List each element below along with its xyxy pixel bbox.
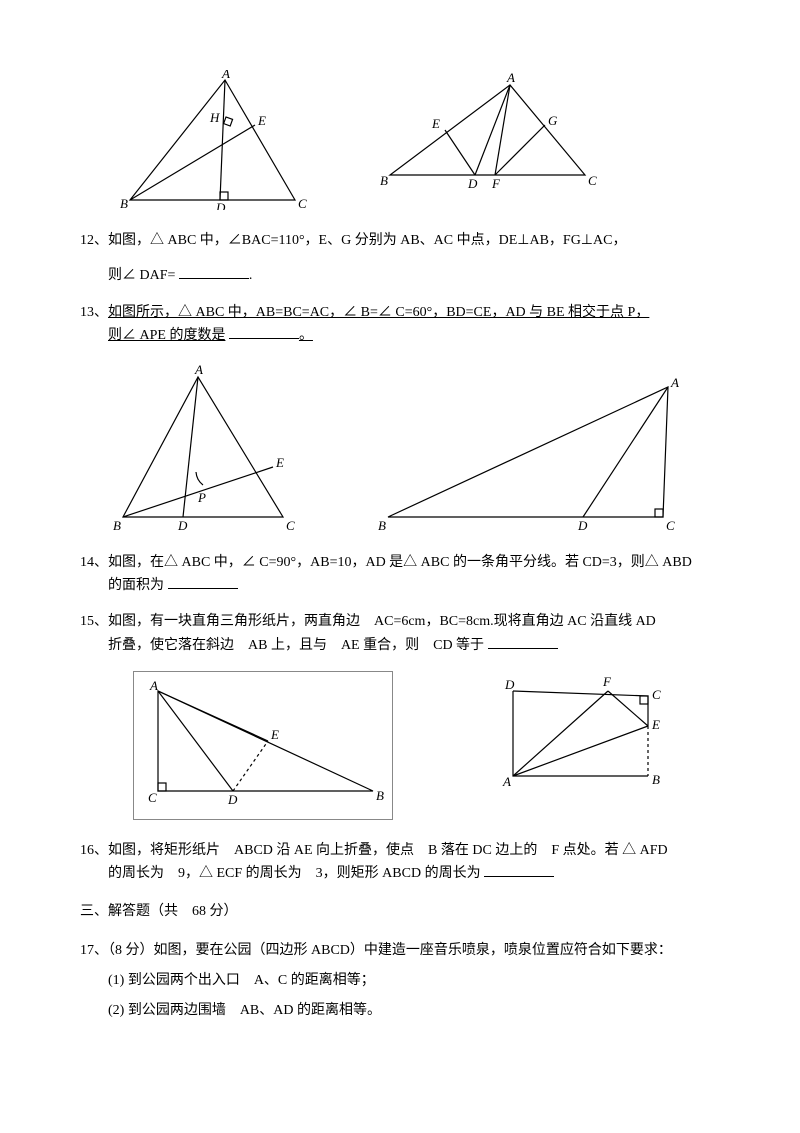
problem-number: 12、 (80, 233, 108, 248)
answer-blank[interactable] (229, 324, 299, 339)
svg-text:D: D (215, 200, 226, 210)
svg-text:E: E (257, 113, 266, 128)
svg-text:C: C (666, 518, 675, 532)
problem-14: 14、如图，在△ ABC 中，∠ C=90°，AB=10，AD 是△ ABC 的… (80, 552, 720, 598)
svg-text:G: G (548, 113, 558, 128)
problem-text: 的周长为 9，△ ECF 的周长为 3，则矩形 ABCD 的周长为 (108, 866, 481, 881)
svg-text:B: B (652, 772, 660, 787)
problem-sub-2: (2) 到公园两边围墙 AB、AD 的距离相等。 (80, 1000, 720, 1022)
problem-number: 15、 (80, 614, 108, 629)
figure-row-middle: A B C D E P A B C D (80, 362, 720, 532)
problem-15: 15、如图，有一块直角三角形纸片，两直角边 AC=6cm，BC=8cm.现将直角… (80, 611, 720, 657)
figure-14: A B C D (373, 362, 693, 532)
problem-text: 如图，△ ABC 中，∠BAC=110°，E、G 分别为 AB、AC 中点，DE… (108, 233, 626, 248)
problem-number: 13、 (80, 305, 108, 320)
svg-text:D: D (577, 518, 588, 532)
svg-text:D: D (504, 677, 515, 692)
problem-text: （8 分）如图，要在公园（四边形 ABCD）中建造一座音乐喷泉，喷泉位置应符合如… (108, 943, 672, 958)
figure-15: A B C D E (138, 676, 388, 806)
problem-text: 则∠ DAF= (108, 268, 175, 283)
svg-text:F: F (602, 674, 612, 689)
problem-17: 17、（8 分）如图，要在公园（四边形 ABCD）中建造一座音乐喷泉，喷泉位置应… (80, 940, 720, 1023)
svg-text:A: A (194, 362, 203, 377)
svg-text:A: A (149, 678, 158, 693)
problem-text: . (249, 268, 253, 283)
svg-text:D: D (177, 518, 188, 532)
svg-text:E: E (270, 727, 279, 742)
answer-blank[interactable] (488, 634, 558, 649)
svg-text:A: A (506, 70, 515, 85)
figure-11-right: A B C D F E G (380, 70, 600, 190)
svg-text:D: D (467, 176, 478, 190)
problem-text: 如图，将矩形纸片 ABCD 沿 AE 向上折叠，使点 B 落在 DC 边上的 F… (108, 843, 668, 858)
figure-11-left: A B C D H E (120, 70, 320, 210)
svg-text:P: P (197, 490, 206, 505)
svg-text:B: B (120, 196, 128, 210)
answer-blank[interactable] (484, 862, 554, 877)
svg-text:B: B (113, 518, 121, 532)
problem-16: 16、如图，将矩形纸片 ABCD 沿 AE 向上折叠，使点 B 落在 DC 边上… (80, 840, 720, 886)
figure-row-lower: A B C D E D F C E (80, 671, 720, 819)
svg-text:E: E (275, 455, 284, 470)
problem-12: 12、如图，△ ABC 中，∠BAC=110°，E、G 分别为 AB、AC 中点… (80, 230, 720, 288)
problem-13: 13、如图所示，△ ABC 中，AB=BC=AC，∠ B=∠ C=60°，BD=… (80, 302, 720, 348)
svg-text:B: B (380, 173, 388, 188)
problem-text: 如图，有一块直角三角形纸片，两直角边 AC=6cm，BC=8cm.现将直角边 A… (108, 614, 656, 629)
section-3-heading: 三、解答题（共 68 分） (80, 901, 720, 923)
problem-number: 16、 (80, 843, 108, 858)
svg-text:C: C (588, 173, 597, 188)
svg-text:C: C (652, 687, 661, 702)
svg-text:A: A (502, 774, 511, 789)
svg-text:C: C (298, 196, 307, 210)
svg-text:H: H (209, 110, 220, 125)
problem-text: 则∠ APE 的度数是 (108, 328, 225, 343)
figure-16: D F C E A B (498, 671, 668, 791)
svg-text:B: B (378, 518, 386, 532)
figure-13: A B C D E P (108, 362, 318, 532)
svg-text:C: C (148, 790, 157, 805)
figure-row-top: A B C D H E A B C D F E (120, 70, 720, 210)
svg-text:D: D (227, 792, 238, 806)
svg-text:B: B (376, 788, 384, 803)
problem-number: 17、 (80, 943, 108, 958)
answer-blank[interactable] (179, 264, 249, 279)
problem-text: 。 (299, 328, 313, 343)
problem-sub-1: (1) 到公园两个出入口 A、C 的距离相等； (80, 970, 720, 992)
svg-text:A: A (670, 375, 679, 390)
problem-number: 14、 (80, 555, 108, 570)
answer-blank[interactable] (168, 574, 238, 589)
svg-text:A: A (221, 70, 230, 81)
problem-text: 如图所示，△ ABC 中，AB=BC=AC，∠ B=∠ C=60°，BD=CE，… (108, 305, 649, 320)
svg-text:E: E (651, 717, 660, 732)
problem-text: 折叠，使它落在斜边 AB 上，且与 AE 重合，则 CD 等于 (108, 638, 484, 653)
problem-text: 如图，在△ ABC 中，∠ C=90°，AB=10，AD 是△ ABC 的一条角… (108, 555, 692, 570)
svg-text:F: F (491, 176, 501, 190)
svg-text:C: C (286, 518, 295, 532)
problem-text: 的面积为 (108, 578, 164, 593)
svg-text:E: E (431, 116, 440, 131)
